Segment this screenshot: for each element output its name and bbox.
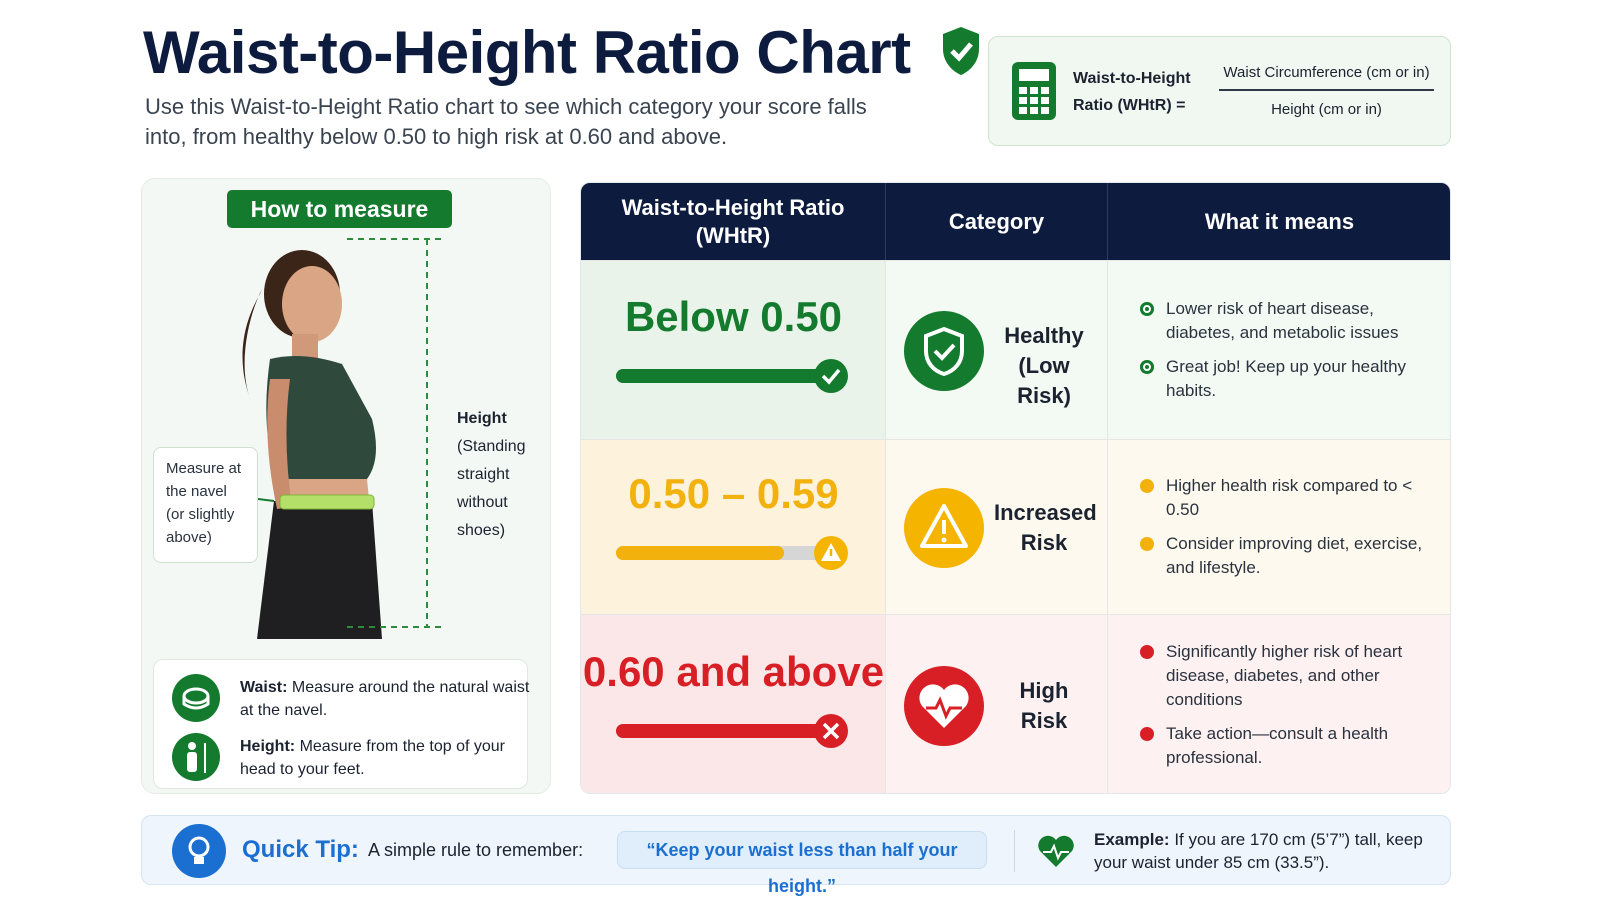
bullet <box>1140 645 1154 659</box>
range-end-icon <box>814 713 848 748</box>
range-end-icon <box>814 358 848 393</box>
formula-denominator: Height (cm or in) <box>1271 101 1382 118</box>
range-cell: Below 0.50 <box>581 260 886 439</box>
bulb-icon <box>172 824 226 878</box>
step-label: Waist: <box>240 679 288 696</box>
tip-text: A simple rule to remember: <box>368 840 584 860</box>
column-header: Category <box>886 183 1108 260</box>
formula-label: Waist-to-Height Ratio (WHtR) = <box>1073 70 1191 114</box>
tip-label: Quick Tip: <box>242 836 359 863</box>
formula-box: Waist-to-Height Ratio (WHtR) = Waist Cir… <box>988 36 1451 146</box>
figure-illustration <box>241 238 442 639</box>
example-text: If you are 170 cm (5’7”) tall, keep your… <box>1094 830 1423 872</box>
category-icon <box>904 665 984 746</box>
step-text: Measure from the top of your head to you… <box>240 738 505 778</box>
meaning-cell: Higher health risk compared to < 0.50 Con… <box>1108 439 1450 614</box>
measure-callout: Measure at the navel (or slightly above) <box>153 447 258 563</box>
category-cell: Increased Risk <box>886 439 1108 614</box>
category: High Risk <box>1019 677 1069 733</box>
formula-numerator: Waist Circumference (cm or in) <box>1219 64 1434 91</box>
meaning-point: Great job! Keep up your healthy habits. <box>1140 355 1431 403</box>
shield-icon <box>942 27 979 75</box>
step-label: Height: <box>240 738 296 755</box>
category: Healthy (Low Risk) <box>1004 322 1084 408</box>
meaning-point: Take action—consult a health professiona… <box>1140 722 1431 770</box>
bullet <box>1140 727 1154 741</box>
steps-box: Waist: Measure around the natural waist … <box>153 659 530 789</box>
measure-panel: How to measure Measure at the navel (or … <box>141 178 551 794</box>
range-cell: 0.60 and above <box>581 614 886 793</box>
tape-icon <box>172 674 220 722</box>
column-header: What it means <box>1108 183 1450 260</box>
meaning-point: Consider improving diet, exercise, and l… <box>1140 532 1431 580</box>
range-cell: 0.50 – 0.59 <box>581 439 886 614</box>
bullet <box>1140 537 1154 551</box>
tip-bar: Quick Tip: A simple rule to remember: “K… <box>141 815 1451 896</box>
range: 0.60 and above <box>582 647 885 695</box>
example: Example: If you are 170 cm (5’7”) tall, … <box>1094 828 1434 874</box>
range: 0.50 – 0.59 <box>628 469 839 517</box>
height-label: Height (Standing straight without shoes) <box>457 405 537 545</box>
heart-icon <box>1038 835 1074 867</box>
title-text: Waist-to-Height Ratio Chart <box>143 19 911 86</box>
column-header: Waist-to-Height Ratio (WHtR) <box>581 183 886 260</box>
category-cell: Healthy (Low Risk) <box>886 260 1108 439</box>
step-text: Measure around the natural waist at the … <box>240 679 530 719</box>
range-end-icon <box>814 535 848 570</box>
example-label: Example: <box>1094 830 1170 849</box>
meaning-point: Higher health risk compared to < 0.50 <box>1140 474 1431 522</box>
divider <box>1014 830 1015 872</box>
tip-quote: “Keep your waist less than half your hei… <box>617 831 987 896</box>
subtitle: Use this Waist-to-Height Ratio chart to … <box>145 94 867 149</box>
meaning-cell: Lower risk of heart disease, diabetes, a… <box>1108 260 1450 439</box>
category-icon <box>904 487 984 568</box>
meaning-point: Lower risk of heart disease, diabetes, a… <box>1140 297 1431 345</box>
person-icon <box>172 733 220 781</box>
bullet <box>1140 360 1154 374</box>
calculator-icon <box>1012 62 1056 120</box>
category: Increased Risk <box>994 499 1097 555</box>
range: Below 0.50 <box>624 292 843 340</box>
meaning-point: Significantly higher risk of heart disea… <box>1140 640 1431 712</box>
step: Waist: Measure around the natural waist … <box>240 676 530 722</box>
category-cell: High Risk <box>886 614 1108 793</box>
range-bar <box>616 368 831 383</box>
ratio-table: Waist-to-Height Ratio (WHtR) Category What… <box>580 182 1451 794</box>
category-icon <box>904 310 984 391</box>
step: Height: Measure from the top of your hea… <box>240 735 530 781</box>
range-bar <box>616 723 831 738</box>
title: Waist-to-Height Ratio Chart <box>143 18 983 87</box>
meaning-cell: Significantly higher risk of heart disea… <box>1108 614 1450 793</box>
measure-heading: How to measure <box>227 190 452 228</box>
bullet <box>1140 302 1154 316</box>
height-title: Height <box>457 410 507 427</box>
bullet <box>1140 479 1154 493</box>
height-note: (Standing straight without shoes) <box>457 438 526 539</box>
range-bar <box>616 545 784 560</box>
